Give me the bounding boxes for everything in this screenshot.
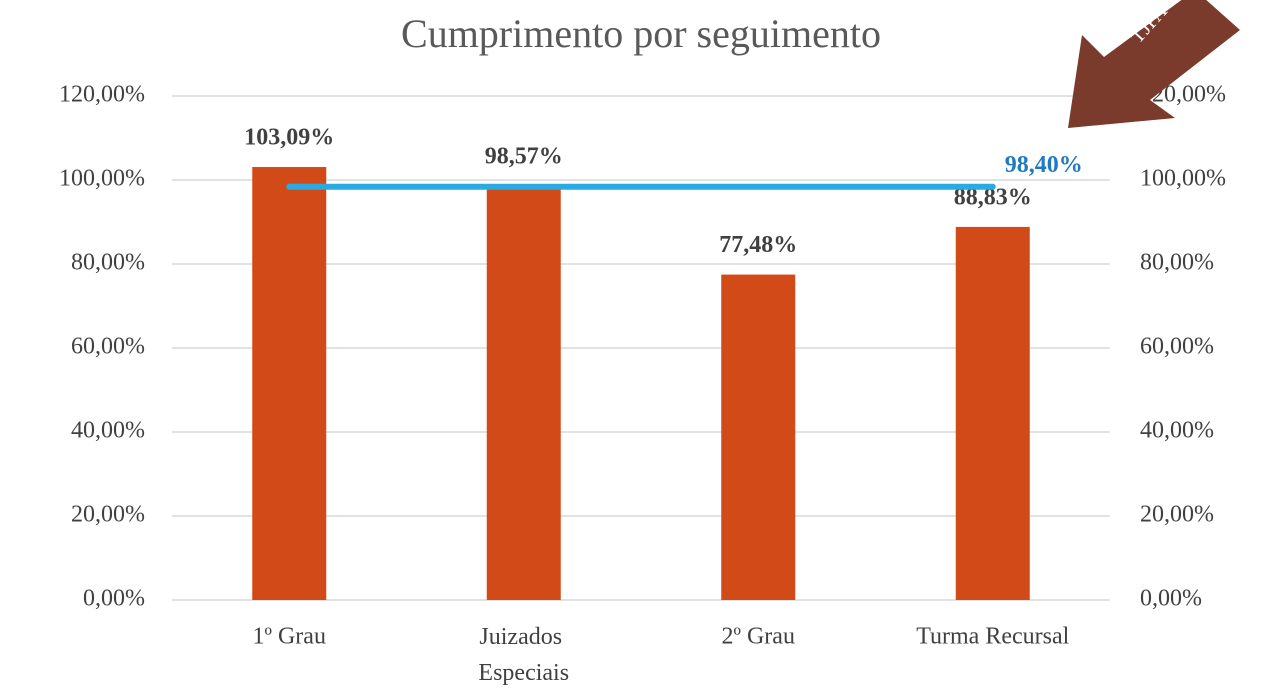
x-tick-label-line: Juizados [479, 624, 568, 650]
data-label: 103,09% [244, 125, 334, 151]
y2-tick-label: 0,00% [1140, 586, 1202, 612]
bar [252, 167, 327, 600]
y-tick-label: 40,00% [71, 418, 145, 444]
x-tick-label-line: Especiais [478, 660, 569, 686]
y2-tick-label: 40,00% [1140, 418, 1214, 444]
y2-tick-label: 80,00% [1140, 250, 1214, 276]
data-label: 77,48% [719, 232, 797, 258]
arrow [1068, 0, 1240, 128]
arrow-decoration: TJPA [1068, 0, 1240, 128]
bar [955, 226, 1030, 600]
data-label: 98,40% [1005, 152, 1083, 178]
y2-tick-label: 100,00% [1140, 166, 1226, 192]
y-tick-label: 100,00% [59, 166, 145, 192]
y-tick-label: 60,00% [71, 334, 145, 360]
y-tick-label: 0,00% [83, 586, 145, 612]
x-tick-label: 1º Grau [253, 624, 326, 650]
x-tick-label: Juizados Especiais [478, 624, 569, 686]
chart-title: Cumprimento por seguimento [401, 11, 881, 56]
y2-tick-label: 60,00% [1140, 334, 1214, 360]
y-tick-label: 120,00% [59, 82, 145, 108]
y-tick-label: 80,00% [71, 250, 145, 276]
x-tick-label: Turma Recursal [916, 624, 1069, 650]
bar [486, 186, 561, 601]
data-label: 98,57% [485, 144, 563, 170]
x-tick-label: 2º Grau [722, 624, 795, 650]
bar [721, 274, 796, 600]
y-tick-label: 20,00% [71, 502, 145, 528]
y2-tick-label: 20,00% [1140, 502, 1214, 528]
